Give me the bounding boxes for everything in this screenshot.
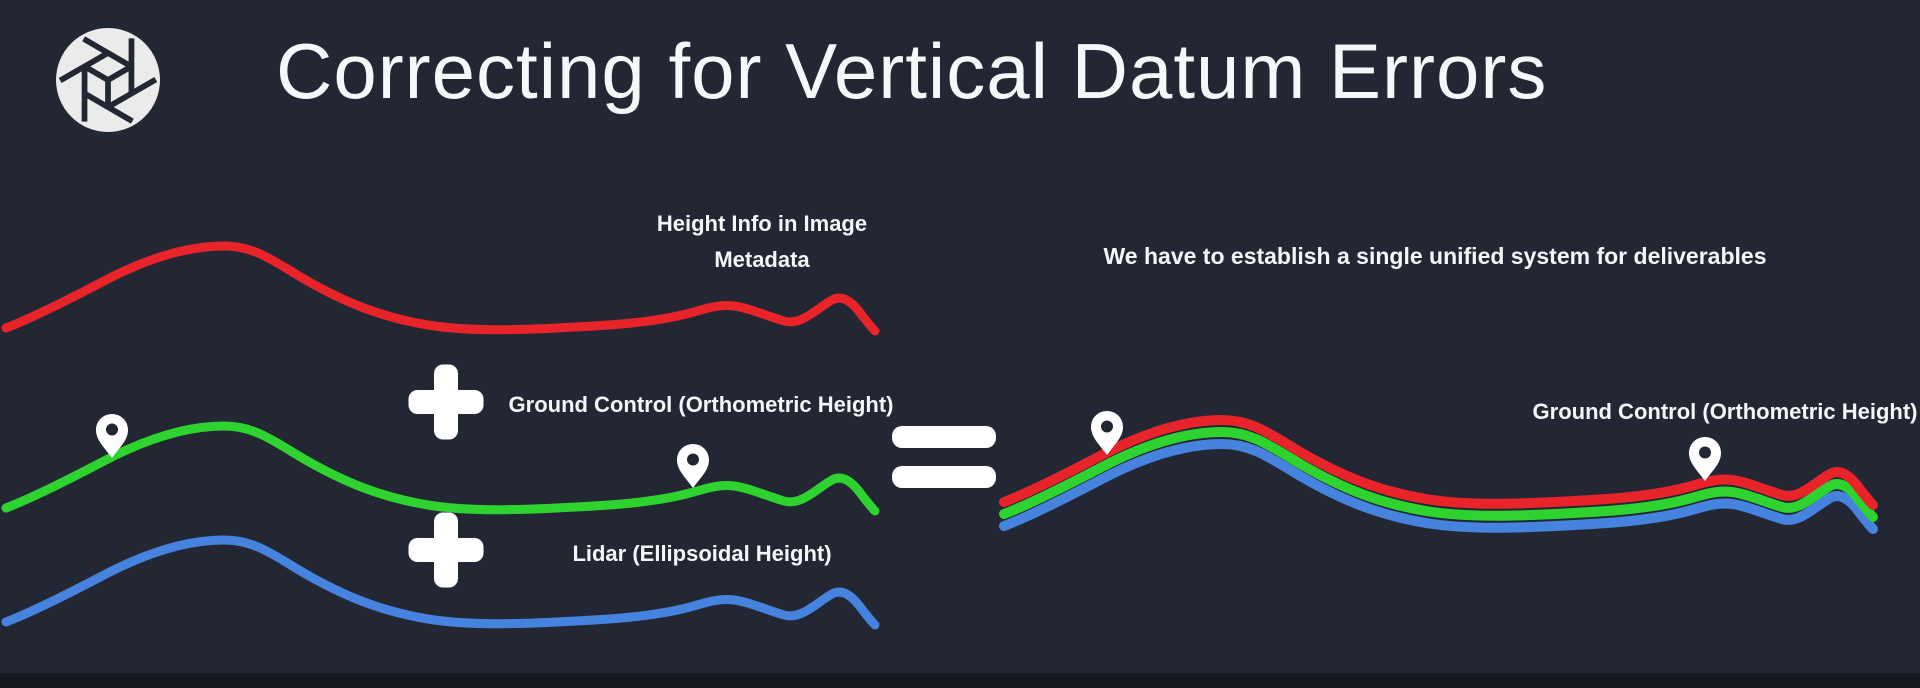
location-pin-icon <box>1689 437 1721 481</box>
bottom-edge-strip <box>0 673 1920 688</box>
location-pin-icon <box>677 444 709 488</box>
aperture-logo <box>56 28 160 132</box>
equals-icon <box>892 426 996 488</box>
page-title: Correcting for Vertical Datum Errors <box>276 27 1548 115</box>
lidar-line-label: Lidar (Ellipsoidal Height) <box>572 541 832 566</box>
unified-system-heading: We have to establish a single unified sy… <box>1103 243 1767 269</box>
logo-aperture-blades <box>58 36 158 124</box>
ground-control-line-label: Ground Control (Orthometric Height) <box>508 392 894 417</box>
combined-line-label: Ground Control (Orthometric Height) <box>1532 399 1918 424</box>
metadata-line-label: Height Info in Image Metadata <box>656 211 868 272</box>
